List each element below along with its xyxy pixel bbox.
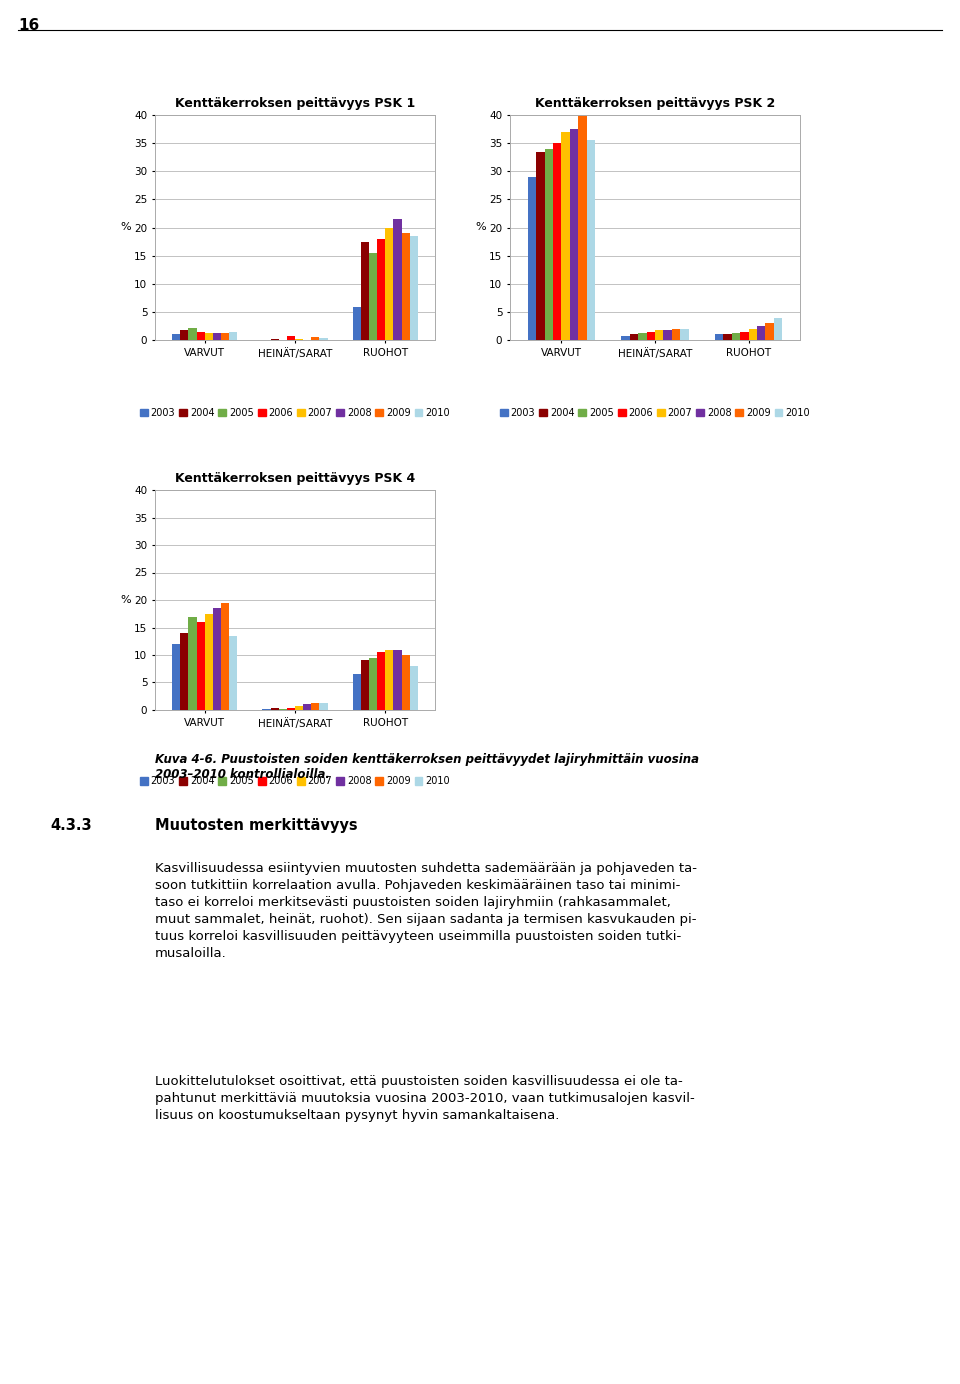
Bar — [221, 603, 229, 710]
Bar — [377, 652, 385, 710]
Bar — [320, 338, 327, 340]
Bar — [172, 335, 180, 340]
Bar — [229, 332, 237, 340]
Title: Kenttäkerroksen peittävyys PSK 1: Kenttäkerroksen peittävyys PSK 1 — [175, 97, 415, 109]
Bar — [732, 334, 740, 340]
Bar — [410, 666, 418, 710]
Bar — [320, 703, 327, 710]
Bar — [369, 657, 377, 710]
Bar — [385, 227, 394, 340]
Bar — [188, 328, 197, 340]
Bar — [774, 317, 782, 340]
Bar — [229, 635, 237, 710]
Bar — [587, 140, 595, 340]
Text: Luokittelutulokset osoittivat, että puustoisten soiden kasvillisuudessa ei ole t: Luokittelutulokset osoittivat, että puus… — [155, 1075, 695, 1122]
Bar — [681, 329, 688, 340]
Bar — [401, 655, 410, 710]
Bar — [311, 703, 320, 710]
Bar — [765, 322, 774, 340]
Bar — [394, 649, 401, 710]
Bar — [553, 143, 562, 340]
Bar — [213, 608, 221, 710]
Bar — [197, 621, 204, 710]
Bar — [353, 674, 361, 710]
Bar — [655, 329, 663, 340]
Bar — [377, 239, 385, 340]
Text: Muutosten merkittävyys: Muutosten merkittävyys — [155, 818, 358, 833]
Bar — [295, 706, 303, 710]
Text: Kasvillisuudessa esiintyvien muutosten suhdetta sademäärään ja pohjaveden ta-
so: Kasvillisuudessa esiintyvien muutosten s… — [155, 862, 697, 960]
Bar — [361, 660, 369, 710]
Bar — [621, 335, 630, 340]
Bar — [213, 332, 221, 340]
Bar — [647, 332, 655, 340]
Bar — [369, 253, 377, 340]
Legend: 2003, 2004, 2005, 2006, 2007, 2008, 2009, 2010: 2003, 2004, 2005, 2006, 2007, 2008, 2009… — [140, 776, 450, 786]
Bar — [303, 704, 311, 710]
Bar — [180, 632, 188, 710]
Bar — [361, 242, 369, 340]
Bar — [221, 332, 229, 340]
Bar — [740, 332, 749, 340]
Bar — [630, 335, 638, 340]
Text: Kuva 4-6. Puustoisten soiden kenttäkerroksen peittävyydet lajiryhmittäin vuosina: Kuva 4-6. Puustoisten soiden kenttäkerro… — [155, 753, 699, 781]
Bar — [385, 649, 394, 710]
Text: 16: 16 — [18, 18, 39, 33]
Bar — [410, 235, 418, 340]
Bar — [204, 613, 213, 710]
Y-axis label: %: % — [120, 223, 132, 233]
Bar — [578, 115, 587, 340]
Bar — [638, 334, 647, 340]
Bar — [715, 335, 723, 340]
Title: Kenttäkerroksen peittävyys PSK 2: Kenttäkerroksen peittävyys PSK 2 — [535, 97, 775, 109]
Bar — [204, 334, 213, 340]
Bar — [570, 129, 578, 340]
Legend: 2003, 2004, 2005, 2006, 2007, 2008, 2009, 2010: 2003, 2004, 2005, 2006, 2007, 2008, 2009… — [140, 408, 450, 418]
Bar — [723, 335, 732, 340]
Bar — [672, 329, 681, 340]
Y-axis label: %: % — [475, 223, 486, 233]
Bar — [287, 335, 295, 340]
Bar — [180, 329, 188, 340]
Title: Kenttäkerroksen peittävyys PSK 4: Kenttäkerroksen peittävyys PSK 4 — [175, 472, 415, 484]
Bar — [394, 219, 401, 340]
Bar — [544, 148, 553, 340]
Y-axis label: %: % — [120, 595, 132, 605]
Bar — [663, 329, 672, 340]
Bar — [562, 131, 570, 340]
Bar — [757, 327, 765, 340]
Bar — [353, 307, 361, 340]
Bar — [537, 152, 544, 340]
Bar — [271, 709, 278, 710]
Bar — [401, 233, 410, 340]
Bar — [188, 616, 197, 710]
Bar — [172, 644, 180, 710]
Bar — [287, 707, 295, 710]
Text: 4.3.3: 4.3.3 — [50, 818, 91, 833]
Legend: 2003, 2004, 2005, 2006, 2007, 2008, 2009, 2010: 2003, 2004, 2005, 2006, 2007, 2008, 2009… — [500, 408, 810, 418]
Bar — [749, 329, 757, 340]
Bar — [528, 177, 537, 340]
Bar — [197, 332, 204, 340]
Bar — [311, 336, 320, 340]
